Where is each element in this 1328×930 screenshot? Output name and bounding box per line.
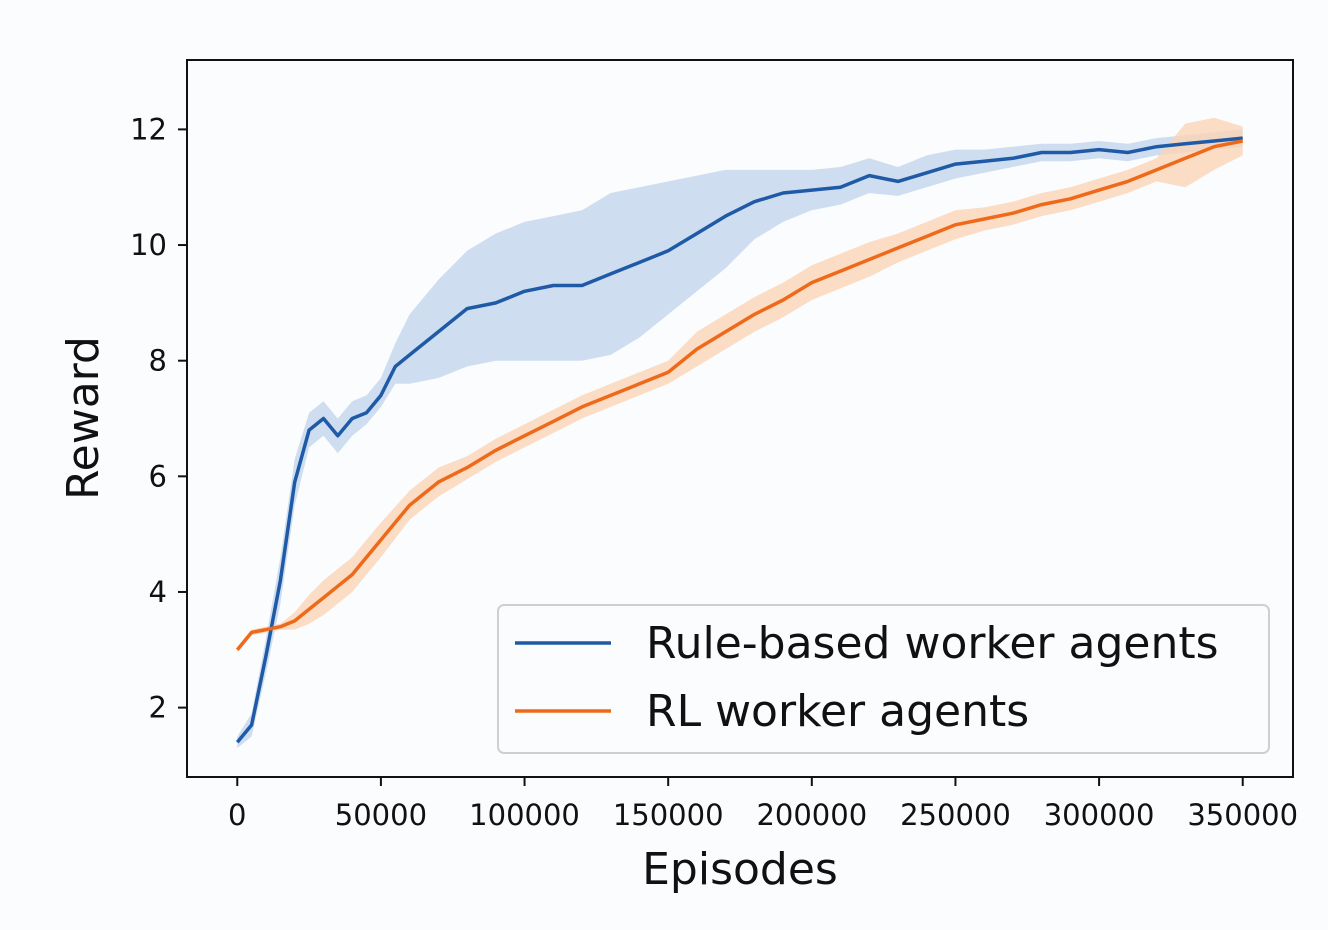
y-tick-label: 4 — [149, 575, 167, 609]
x-tick-label: 50000 — [335, 798, 427, 832]
y-tick-label: 10 — [130, 228, 167, 262]
series-lines — [235, 136, 1244, 744]
y-tick-label: 8 — [149, 344, 167, 378]
x-tick-label: 300000 — [1044, 798, 1155, 832]
confidence-bands — [237, 117, 1243, 749]
y-tick-label: 12 — [130, 112, 167, 146]
legend-box — [497, 604, 1270, 754]
x-tick-label: 150000 — [613, 798, 724, 832]
legend: Rule-based worker agents RL worker agent… — [497, 604, 1270, 754]
x-tick-label: 0 — [228, 798, 246, 832]
x-tick-label: 350000 — [1187, 798, 1298, 832]
legend-label-rule-based: Rule-based worker agents — [646, 618, 1219, 669]
x-axis: 0 50000 100000 150000 200000 250000 300000 3500… — [228, 777, 1298, 832]
x-tick-label: 200000 — [756, 798, 867, 832]
y-tick-label: 2 — [149, 691, 167, 725]
x-tick-label: 250000 — [900, 798, 1011, 832]
x-axis-title: Episodes — [642, 844, 838, 895]
band-rl — [237, 117, 1243, 653]
x-tick-label: 100000 — [469, 798, 580, 832]
y-axis: 2 4 6 8 10 12 — [130, 112, 187, 725]
plot-frame — [186, 59, 1294, 778]
y-tick-label: 6 — [149, 459, 167, 493]
band-rule-based — [237, 129, 1243, 749]
line-rule-based — [235, 136, 1243, 744]
y-axis-title: Reward — [58, 336, 109, 500]
legend-label-rl: RL worker agents — [646, 686, 1029, 737]
